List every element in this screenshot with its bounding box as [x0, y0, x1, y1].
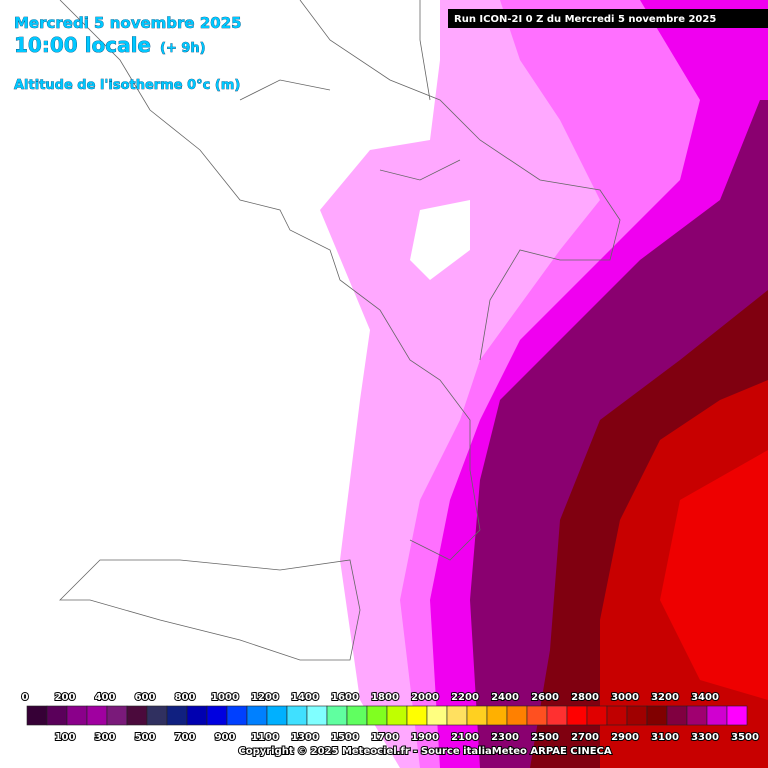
legend-label: 600: [135, 692, 156, 703]
legend-swatch: [686, 705, 708, 726]
legend-label: 2700: [571, 732, 599, 743]
legend-swatch: [526, 705, 548, 726]
legend-swatch: [406, 705, 428, 726]
legend-label: 1500: [331, 732, 359, 743]
legend-label: 3200: [651, 692, 679, 703]
legend-swatch: [126, 705, 148, 726]
legend-label: 2200: [451, 692, 479, 703]
legend-label: 3000: [611, 692, 639, 703]
legend-swatch: [446, 705, 468, 726]
legend-label: 3500: [731, 732, 759, 743]
legend-swatch: [386, 705, 408, 726]
legend-swatch: [226, 705, 248, 726]
legend-label: 2000: [411, 692, 439, 703]
run-label: Run ICON-2I 0 Z du Mercredi 5 novembre 2…: [454, 14, 716, 25]
legend-label: 2800: [571, 692, 599, 703]
legend-label: 1000: [211, 692, 239, 703]
legend-swatch: [26, 705, 48, 726]
copyright: Copyright © 2025 Meteociel.fr - Source i…: [238, 746, 612, 757]
legend-swatch: [306, 705, 328, 726]
legend-swatch: [106, 705, 128, 726]
time-offset: (+ 9h): [160, 41, 206, 56]
isotherm-field: [320, 0, 768, 768]
legend-label: 700: [175, 732, 196, 743]
legend-swatch: [666, 705, 688, 726]
legend-label: 0: [22, 692, 29, 703]
legend-label: 3100: [651, 732, 679, 743]
legend-label: 300: [95, 732, 116, 743]
legend-label: 400: [95, 692, 116, 703]
legend-swatch: [706, 705, 728, 726]
legend-label: 3400: [691, 692, 719, 703]
legend-swatch: [206, 705, 228, 726]
legend-label: 100: [55, 732, 76, 743]
legend-label: 1100: [251, 732, 279, 743]
legend-swatch: [346, 705, 368, 726]
legend-label: 1200: [251, 692, 279, 703]
legend-label: 3300: [691, 732, 719, 743]
legend-swatch: [66, 705, 88, 726]
legend-swatch: [366, 705, 388, 726]
legend-label: 2400: [491, 692, 519, 703]
zone-white: [410, 200, 470, 280]
legend-swatch: [246, 705, 268, 726]
legend-swatch: [166, 705, 188, 726]
legend-swatch: [266, 705, 288, 726]
legend-label: 1300: [291, 732, 319, 743]
legend-swatch: [626, 705, 648, 726]
date-title: Mercredi 5 novembre 2025: [14, 14, 242, 32]
legend-label: 2100: [451, 732, 479, 743]
field-title: Altitude de l'isotherme 0°c (m): [14, 78, 240, 93]
legend-label: 500: [135, 732, 156, 743]
legend-label: 1800: [371, 692, 399, 703]
legend-swatch: [726, 705, 748, 726]
coastlines: [59, 0, 621, 661]
legend-label: 1600: [331, 692, 359, 703]
legend-swatch: [586, 705, 608, 726]
legend-swatch: [186, 705, 208, 726]
legend-swatch: [426, 705, 448, 726]
legend-label: 900: [215, 732, 236, 743]
run-box: [448, 9, 768, 28]
legend-swatch: [286, 705, 308, 726]
legend-swatch: [326, 705, 348, 726]
legend-swatch: [486, 705, 508, 726]
legend-swatch: [566, 705, 588, 726]
time-title: 10:00 locale: [14, 33, 151, 57]
legend-label: 1700: [371, 732, 399, 743]
legend-label: 800: [175, 692, 196, 703]
legend: 0 100 200 300 400 500 600 700 800 900 1000 1100 1200…: [21, 691, 760, 744]
legend-label: 200: [55, 692, 76, 703]
legend-swatch: [146, 705, 168, 726]
legend-label: 2600: [531, 692, 559, 703]
legend-swatch: [46, 705, 68, 726]
legend-swatch: [506, 705, 528, 726]
legend-label: 2500: [531, 732, 559, 743]
legend-swatch: [466, 705, 488, 726]
legend-swatch: [606, 705, 628, 726]
legend-label: 2900: [611, 732, 639, 743]
legend-label: 1900: [411, 732, 439, 743]
zone-brightred: [660, 450, 768, 700]
legend-swatch: [646, 705, 668, 726]
legend-swatch: [546, 705, 568, 726]
legend-label: 2300: [491, 732, 519, 743]
legend-swatch: [86, 705, 108, 726]
legend-label: 1400: [291, 692, 319, 703]
